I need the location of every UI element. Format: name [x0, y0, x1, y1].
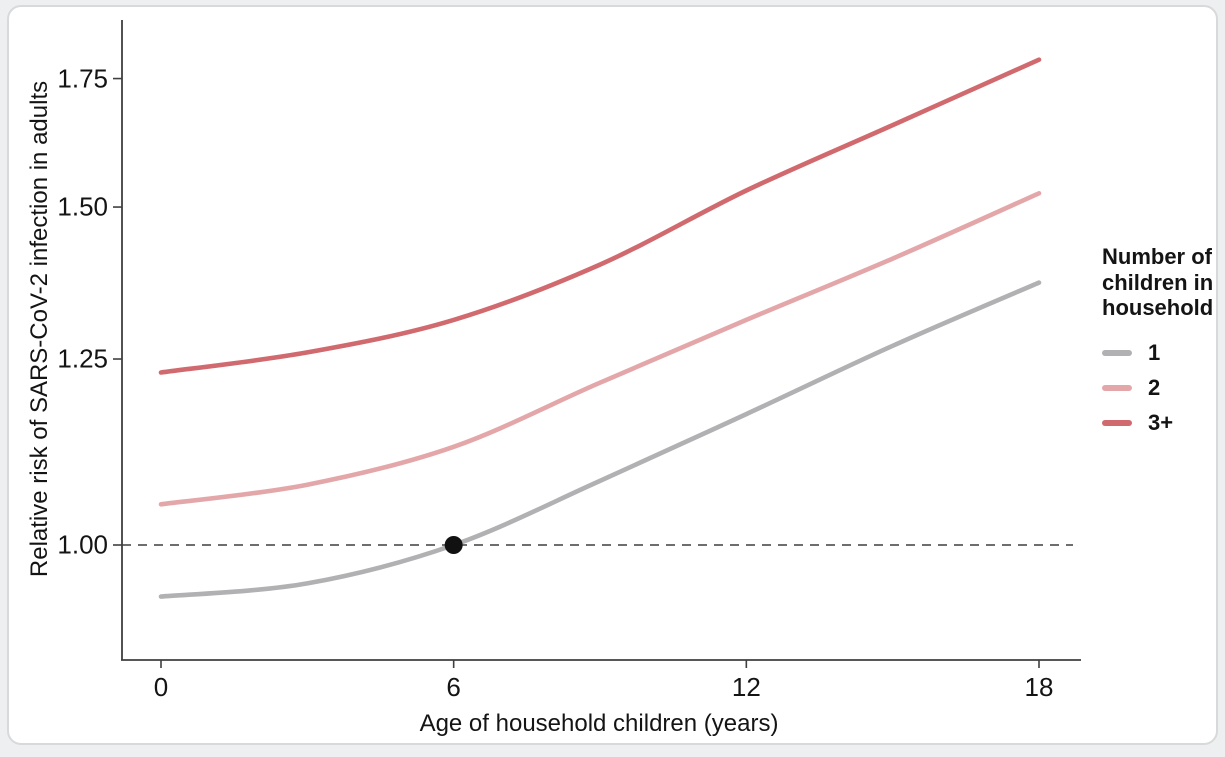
legend-label-3plus: 3+	[1148, 410, 1173, 436]
series-line-1	[161, 283, 1039, 597]
series-line-3+	[161, 60, 1039, 373]
y-tick-label-1.00: 1.00	[57, 530, 108, 561]
legend-swatch-gray	[1102, 350, 1132, 356]
legend-item-1: 1	[1102, 341, 1225, 365]
legend-title: Number of children in household	[1102, 244, 1225, 321]
legend-item-3plus: 3+	[1102, 411, 1225, 435]
legend-swatch-pink	[1102, 385, 1132, 391]
series-line-2	[161, 193, 1039, 504]
legend: Number of children in household 1 2 3+	[1102, 244, 1225, 446]
x-tick-label-6: 6	[446, 672, 460, 703]
y-tick-label-1.50: 1.50	[57, 192, 108, 223]
legend-label-1: 1	[1148, 340, 1160, 366]
legend-swatch-red	[1102, 420, 1132, 426]
y-tick-label-1.75: 1.75	[57, 63, 108, 94]
legend-label-2: 2	[1148, 375, 1160, 401]
legend-item-2: 2	[1102, 376, 1225, 400]
reference-point-marker	[445, 536, 463, 554]
y-tick-label-1.25: 1.25	[57, 344, 108, 375]
y-axis-title: Relative risk of SARS-CoV-2 infection in…	[26, 81, 54, 577]
x-axis-title: Age of household children (years)	[420, 710, 779, 738]
chart-canvas	[9, 7, 1225, 757]
figure-card: Relative risk of SARS-CoV-2 infection in…	[7, 5, 1218, 745]
x-tick-label-0: 0	[154, 672, 168, 703]
x-tick-label-18: 18	[1025, 672, 1054, 703]
x-tick-label-12: 12	[732, 672, 761, 703]
